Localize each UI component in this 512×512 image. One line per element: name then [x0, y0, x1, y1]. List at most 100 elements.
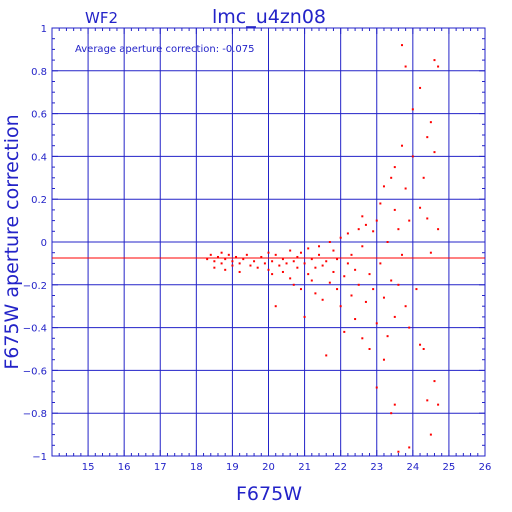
data-point [224, 268, 227, 271]
x-tick-label: 20 [262, 462, 275, 473]
data-point [354, 318, 357, 321]
data-point [397, 283, 400, 286]
data-point [289, 249, 292, 252]
data-point [328, 241, 331, 243]
data-point [437, 403, 440, 406]
x-tick-label: 21 [298, 462, 311, 473]
data-point [296, 266, 299, 269]
average-annotation: Average aperture correction: -0.075 [75, 44, 255, 55]
data-point [415, 288, 418, 291]
y-tick-label: 0.4 [31, 152, 47, 163]
data-point [390, 279, 393, 282]
data-point [426, 136, 429, 139]
data-point [433, 151, 436, 154]
grid-lines [51, 27, 486, 457]
data-point [281, 258, 284, 261]
data-point [289, 277, 292, 280]
data-point [346, 262, 349, 265]
data-point [256, 266, 259, 269]
data-point [361, 245, 364, 248]
data-point [267, 251, 270, 254]
data-point [318, 245, 321, 248]
data-point [253, 260, 256, 263]
x-tick-label: 26 [479, 462, 492, 473]
data-point [372, 288, 375, 291]
data-point [397, 228, 400, 231]
data-point [437, 228, 440, 231]
data-point [422, 348, 425, 350]
y-tick-label: −0.8 [23, 409, 47, 420]
x-tick-label: 16 [118, 462, 131, 473]
data-point [278, 264, 281, 267]
data-point [357, 228, 360, 231]
data-point [401, 253, 404, 256]
data-point [274, 305, 277, 308]
data-points [206, 44, 440, 453]
x-tick-label: 17 [154, 462, 167, 473]
data-point [238, 270, 241, 273]
data-point [285, 262, 288, 265]
x-axis-ticks: 15 16 17 18 19 20 21 22 23 24 25 26 [82, 462, 492, 473]
data-point [336, 288, 339, 291]
data-point [346, 232, 349, 235]
data-point [249, 264, 252, 267]
data-point [437, 65, 440, 68]
data-point [357, 283, 360, 286]
data-point [318, 253, 321, 256]
data-point [382, 296, 385, 299]
data-point [393, 315, 396, 318]
data-point [231, 260, 234, 263]
data-point [339, 305, 342, 308]
data-point [375, 322, 378, 325]
x-tick-label: 19 [226, 462, 239, 473]
data-point [401, 144, 404, 147]
data-point [404, 65, 407, 68]
data-point [393, 403, 396, 406]
plot-frame [51, 27, 486, 457]
data-point [263, 262, 266, 265]
data-point [390, 176, 393, 179]
data-point [307, 273, 310, 276]
data-point [379, 202, 382, 205]
y-tick-label: −0.2 [23, 281, 47, 292]
data-point [292, 283, 295, 286]
data-point [336, 258, 339, 261]
data-point [390, 412, 393, 415]
data-point [299, 251, 302, 254]
data-point [213, 266, 216, 269]
data-point [350, 253, 353, 256]
data-point [404, 187, 407, 190]
data-point [332, 249, 335, 252]
data-point [393, 208, 396, 211]
data-point [419, 206, 422, 209]
data-point [411, 155, 414, 158]
x-tick-label: 25 [443, 462, 456, 473]
data-point [339, 236, 342, 239]
data-point [411, 108, 414, 111]
data-point [260, 255, 263, 258]
y-tick-label: 0.6 [31, 110, 47, 121]
data-point [235, 255, 238, 258]
data-point [397, 450, 400, 453]
data-point [364, 223, 367, 226]
y-tick-label: −0.4 [23, 324, 47, 335]
y-tick-label: 0.2 [31, 195, 47, 206]
data-point [354, 268, 357, 271]
x-tick-label: 15 [82, 462, 95, 473]
data-point [386, 335, 389, 338]
data-point [299, 288, 302, 291]
data-point [422, 176, 425, 179]
data-point [328, 281, 331, 284]
data-point [361, 337, 364, 340]
data-point [419, 86, 422, 89]
data-point [419, 343, 422, 346]
data-point [393, 166, 396, 169]
data-point [216, 255, 219, 258]
data-point [314, 292, 317, 295]
data-point [245, 253, 248, 256]
data-point [220, 251, 223, 254]
data-point [321, 298, 324, 301]
data-point [296, 255, 299, 258]
y-tick-label: 0.8 [31, 67, 47, 78]
